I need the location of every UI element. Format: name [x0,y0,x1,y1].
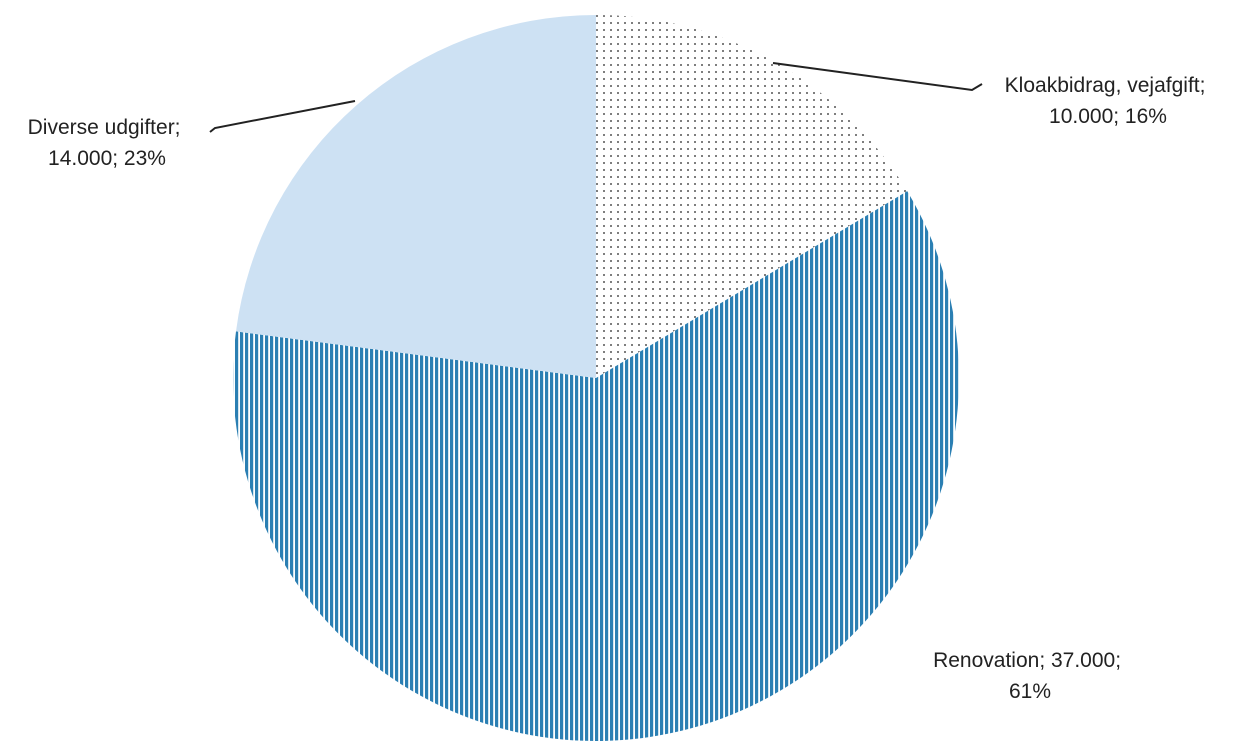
pie-slice-renovation [232,191,959,741]
pie-slice-diverse [236,15,596,378]
label-diverse: Diverse udgifter; 14.000; 23% [28,116,187,170]
pie-slice-kloakbidrag [596,15,908,378]
leader-line-diverse [209,100,356,133]
label-kloakbidrag: Kloakbidrag, vejafgift; 10.000; 16% [1005,74,1212,128]
label-renovation: Renovation; 37.000; 61% [933,649,1127,703]
label-kloakbidrag-line2: 10.000; 16% [1049,105,1167,128]
label-kloakbidrag-line1: Kloakbidrag, vejafgift; [1005,74,1206,97]
label-renovation-line2: 61% [1009,680,1051,703]
pie-slices [232,15,959,741]
label-diverse-line1: Diverse udgifter; [28,116,181,139]
label-renovation-line1: Renovation; 37.000; [933,649,1121,672]
leader-line-kloakbidrag [772,62,983,92]
label-diverse-line2: 14.000; 23% [48,147,166,170]
